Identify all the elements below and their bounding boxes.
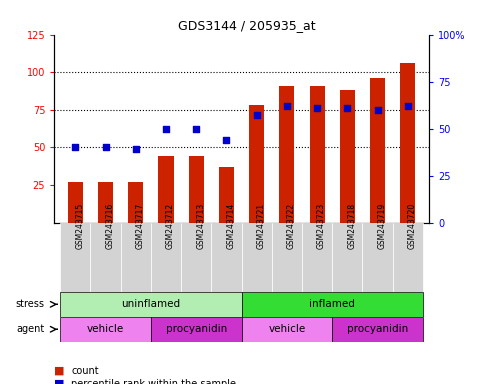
Bar: [370, 78, 385, 223]
FancyBboxPatch shape: [242, 223, 272, 292]
Text: ■: ■: [54, 379, 65, 384]
Point: [313, 105, 321, 111]
Text: procyanidin: procyanidin: [166, 324, 227, 334]
Point: [404, 103, 412, 109]
Point: [344, 105, 352, 111]
FancyBboxPatch shape: [151, 317, 242, 342]
FancyBboxPatch shape: [362, 223, 392, 292]
Text: percentile rank within the sample: percentile rank within the sample: [71, 379, 237, 384]
FancyBboxPatch shape: [272, 223, 302, 292]
Point: [71, 144, 79, 151]
FancyBboxPatch shape: [121, 223, 151, 292]
Point: [102, 144, 109, 151]
Point: [253, 113, 261, 119]
Text: inflamed: inflamed: [309, 299, 355, 310]
Text: agent: agent: [16, 324, 44, 334]
Text: GSM243713: GSM243713: [196, 203, 205, 249]
Text: procyanidin: procyanidin: [347, 324, 408, 334]
Point: [283, 103, 291, 109]
Text: GSM243720: GSM243720: [408, 203, 417, 249]
FancyBboxPatch shape: [91, 223, 121, 292]
Text: GSM243715: GSM243715: [75, 203, 84, 249]
FancyBboxPatch shape: [181, 223, 211, 292]
Text: GSM243723: GSM243723: [317, 203, 326, 249]
FancyBboxPatch shape: [242, 317, 332, 342]
Text: stress: stress: [15, 299, 44, 310]
Text: vehicle: vehicle: [87, 324, 124, 334]
Point: [374, 107, 382, 113]
Text: uninflamed: uninflamed: [121, 299, 180, 310]
Point: [222, 137, 230, 143]
Text: GSM243717: GSM243717: [136, 203, 145, 249]
FancyBboxPatch shape: [332, 223, 362, 292]
Point: [192, 126, 200, 132]
Text: GSM243716: GSM243716: [106, 203, 114, 249]
Text: count: count: [71, 366, 99, 376]
Bar: [400, 63, 415, 223]
Bar: [189, 157, 204, 223]
FancyBboxPatch shape: [332, 317, 423, 342]
Text: ■: ■: [54, 366, 65, 376]
Text: GDS3144 / 205935_at: GDS3144 / 205935_at: [177, 19, 316, 32]
FancyBboxPatch shape: [60, 317, 151, 342]
FancyBboxPatch shape: [151, 223, 181, 292]
FancyBboxPatch shape: [60, 223, 91, 292]
Text: vehicle: vehicle: [268, 324, 306, 334]
Bar: [340, 90, 355, 223]
FancyBboxPatch shape: [302, 223, 332, 292]
Text: GSM243721: GSM243721: [257, 203, 266, 249]
Bar: [280, 86, 294, 223]
Text: GSM243712: GSM243712: [166, 203, 175, 249]
Bar: [68, 182, 83, 223]
Bar: [98, 182, 113, 223]
FancyBboxPatch shape: [60, 292, 242, 317]
Text: GSM243714: GSM243714: [226, 203, 236, 249]
Text: GSM243722: GSM243722: [287, 203, 296, 249]
Bar: [249, 105, 264, 223]
FancyBboxPatch shape: [211, 223, 242, 292]
FancyBboxPatch shape: [392, 223, 423, 292]
Point: [162, 126, 170, 132]
Bar: [158, 157, 174, 223]
Bar: [310, 86, 325, 223]
Text: GSM243719: GSM243719: [378, 203, 387, 249]
Bar: [219, 167, 234, 223]
Bar: [128, 182, 143, 223]
FancyBboxPatch shape: [242, 292, 423, 317]
Point: [132, 146, 140, 152]
Text: GSM243718: GSM243718: [348, 203, 356, 249]
